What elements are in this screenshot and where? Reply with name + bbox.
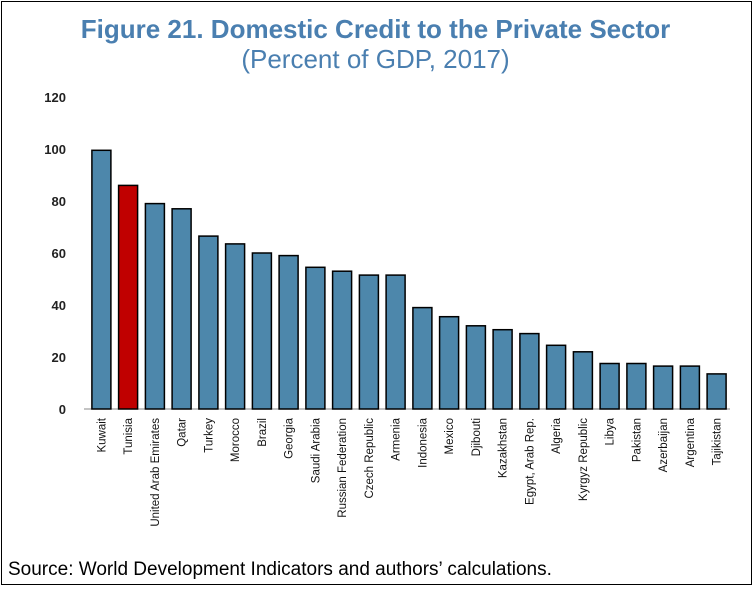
x-tick-label: Tunisia	[123, 417, 135, 454]
bar-egypt-arab-rep	[519, 332, 540, 410]
bar-pakistan	[626, 362, 647, 410]
y-tick-label: 100	[44, 142, 66, 157]
bar-armenia	[385, 274, 406, 410]
bar-turkey	[198, 235, 219, 410]
x-tick-label: Argentina	[685, 417, 697, 467]
chart-title: Figure 21. Domestic Credit to the Privat…	[80, 14, 671, 44]
x-tick-label: Azerbaijan	[658, 418, 670, 472]
x-tick-label: Tajikistan	[712, 418, 724, 465]
x-tick-label: Czech Republic	[364, 418, 376, 499]
x-tick-label: Georgia	[284, 417, 296, 459]
x-tick-label: Kazakhstan	[498, 418, 510, 478]
x-tick-label: Mexico	[444, 418, 456, 454]
bar-kyrgyz-republic	[572, 351, 594, 410]
bar-tunisia	[117, 184, 139, 410]
x-tick-label: Kuwait	[96, 417, 108, 452]
x-tick-label: Kyrgyz Republic	[578, 418, 590, 501]
x-axis-labels: Kuwait Tunisia United Arab Emirates Qatar Tu…	[96, 417, 723, 526]
x-tick-label: United Arab Emirates	[150, 418, 162, 527]
x-tick-label: Algeria	[551, 417, 563, 453]
bar-united-arab-emirates	[144, 202, 166, 410]
bar-argentina	[679, 365, 701, 410]
y-tick-label: 0	[59, 402, 66, 417]
x-tick-label: Libya	[605, 417, 617, 445]
bar-djibouti	[465, 325, 487, 410]
x-tick-label: Saudi Arabia	[310, 417, 322, 483]
bar-tajikistan	[706, 373, 727, 410]
y-tick-label: 40	[52, 298, 66, 313]
bar-georgia	[278, 254, 299, 410]
bar-indonesia	[412, 306, 433, 410]
bar-brazil	[251, 252, 273, 410]
x-tick-label: Armenia	[391, 417, 403, 460]
bar-saudi-arabia	[305, 266, 326, 410]
x-tick-label: Indonesia	[417, 417, 429, 467]
x-tick-label: Brazil	[257, 418, 269, 447]
bar-qatar	[171, 208, 192, 410]
bar-mexico	[438, 315, 460, 410]
bar-czech-republic	[358, 274, 380, 410]
bar-algeria	[545, 344, 567, 410]
y-axis: 0 20 40 60 80 100 120	[44, 90, 730, 417]
x-tick-label: Morocco	[230, 418, 242, 462]
bars	[91, 149, 727, 410]
x-tick-label: Egypt, Arab Rep.	[524, 418, 536, 505]
x-tick-label: Djibouti	[471, 418, 483, 456]
x-tick-label: Pakistan	[631, 418, 643, 462]
x-tick-label: Russian Federation	[337, 418, 349, 518]
bar-kazakhstan	[492, 328, 513, 410]
bar-kuwait	[91, 149, 112, 410]
y-tick-label: 120	[44, 90, 66, 105]
y-tick-label: 60	[52, 246, 66, 261]
bar-morocco	[224, 243, 246, 410]
y-tick-label: 80	[52, 194, 66, 209]
bar-russian-federation	[331, 270, 353, 410]
bar-libya	[599, 362, 620, 410]
source-note: Source: World Development Indicators and…	[8, 559, 552, 580]
y-tick-label: 20	[52, 350, 66, 365]
bar-azerbaijan	[652, 365, 674, 410]
x-tick-label: Qatar	[177, 418, 189, 447]
chart-subtitle: (Percent of GDP, 2017)	[241, 44, 510, 74]
x-tick-label: Turkey	[203, 418, 215, 453]
